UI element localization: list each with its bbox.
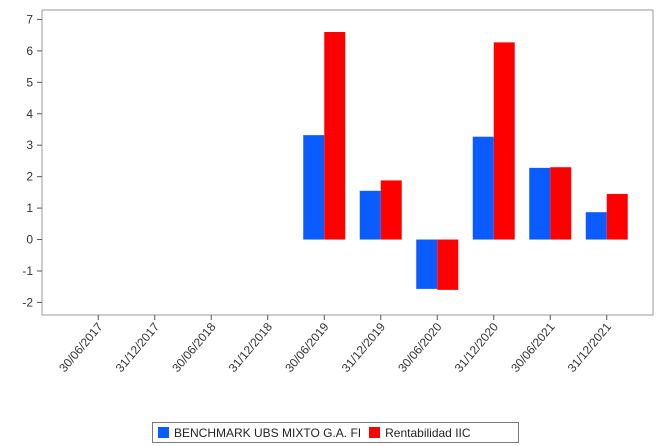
y-tick-label: 6 <box>26 44 33 58</box>
legend-item-rentabilidad: Rentabilidad IIC <box>369 425 471 440</box>
bar-rentabilidad-4 <box>324 32 346 240</box>
bar-benchmark-6 <box>416 239 438 289</box>
bar-benchmark-4 <box>303 135 325 240</box>
y-tick-label: -2 <box>22 295 33 309</box>
y-tick-label: 5 <box>26 75 33 89</box>
x-tick-label: 31/12/2019 <box>339 320 389 375</box>
plot-area <box>41 9 654 316</box>
y-tick-label: 2 <box>26 170 33 184</box>
y-tick-label: 7 <box>26 12 33 26</box>
x-tick-label: 30/06/2019 <box>282 320 332 375</box>
x-tick-label: 31/12/2021 <box>565 320 615 375</box>
bar-benchmark-9 <box>585 212 607 240</box>
bar-rentabilidad-8 <box>550 167 572 240</box>
legend-label-benchmark: BENCHMARK UBS MIXTO G.A. FI <box>174 425 362 440</box>
legend-item-benchmark: BENCHMARK UBS MIXTO G.A. FI <box>158 426 361 440</box>
legend: BENCHMARK UBS MIXTO G.A. FI Rentabilidad… <box>152 422 519 443</box>
bar-benchmark-7 <box>472 136 494 240</box>
x-tick-label: 30/06/2021 <box>508 320 558 375</box>
bar-rentabilidad-7 <box>493 42 515 240</box>
bar-benchmark-5 <box>359 190 381 240</box>
x-tick-label: 30/06/2018 <box>169 320 219 375</box>
x-tick-label: 30/06/2017 <box>56 320 106 375</box>
y-tick-label: -1 <box>22 264 33 278</box>
y-tick-label: 4 <box>26 107 33 121</box>
bar-benchmark-8 <box>529 167 551 240</box>
y-tick-label: 1 <box>26 201 33 215</box>
x-tick-label: 31/12/2017 <box>113 320 163 375</box>
legend-swatch-rentabilidad <box>369 427 381 438</box>
x-tick-label: 31/12/2018 <box>226 320 276 375</box>
legend-label-rentabilidad: Rentabilidad IIC <box>385 425 471 440</box>
bar-rentabilidad-5 <box>380 180 402 240</box>
y-tick-label: 3 <box>26 138 33 152</box>
x-tick-label: 31/12/2020 <box>452 320 502 375</box>
y-tick-label: 0 <box>26 233 33 247</box>
bar-rentabilidad-9 <box>606 193 628 240</box>
legend-swatch-benchmark <box>158 427 169 438</box>
x-tick-label: 30/06/2020 <box>395 320 445 375</box>
bar-rentabilidad-6 <box>437 239 459 290</box>
